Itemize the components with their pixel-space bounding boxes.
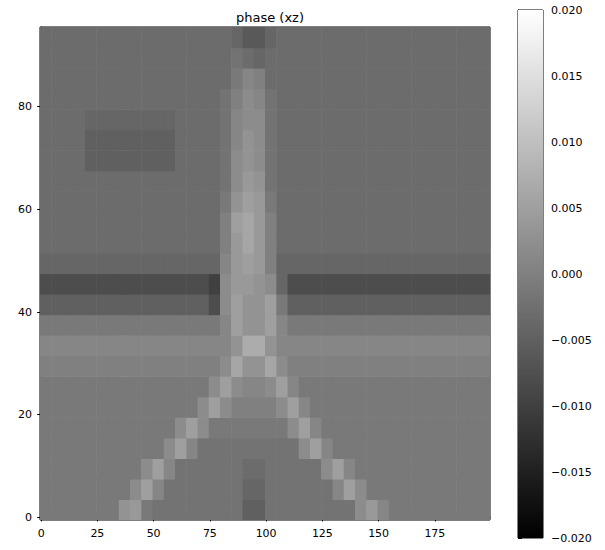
svg-text:0.000: 0.000 bbox=[551, 268, 583, 281]
svg-text:75: 75 bbox=[203, 527, 217, 540]
svg-text:0: 0 bbox=[38, 527, 45, 540]
svg-text:0.015: 0.015 bbox=[551, 70, 583, 83]
svg-text:0.010: 0.010 bbox=[551, 136, 583, 149]
svg-text:25: 25 bbox=[90, 527, 104, 540]
svg-text:−0.020: −0.020 bbox=[551, 532, 592, 545]
svg-text:−0.010: −0.010 bbox=[551, 400, 592, 413]
svg-text:100: 100 bbox=[256, 527, 277, 540]
svg-text:150: 150 bbox=[368, 527, 389, 540]
svg-text:80: 80 bbox=[18, 100, 32, 113]
svg-text:0: 0 bbox=[25, 511, 32, 524]
svg-text:0.020: 0.020 bbox=[551, 4, 583, 17]
svg-text:60: 60 bbox=[18, 203, 32, 216]
svg-text:50: 50 bbox=[147, 527, 161, 540]
svg-text:−0.005: −0.005 bbox=[551, 334, 592, 347]
svg-text:40: 40 bbox=[18, 306, 32, 319]
svg-text:0.005: 0.005 bbox=[551, 202, 583, 215]
svg-text:20: 20 bbox=[18, 408, 32, 421]
svg-text:125: 125 bbox=[312, 527, 333, 540]
svg-text:175: 175 bbox=[424, 527, 445, 540]
svg-text:phase (xz): phase (xz) bbox=[236, 10, 304, 25]
svg-text:−0.015: −0.015 bbox=[551, 466, 592, 479]
